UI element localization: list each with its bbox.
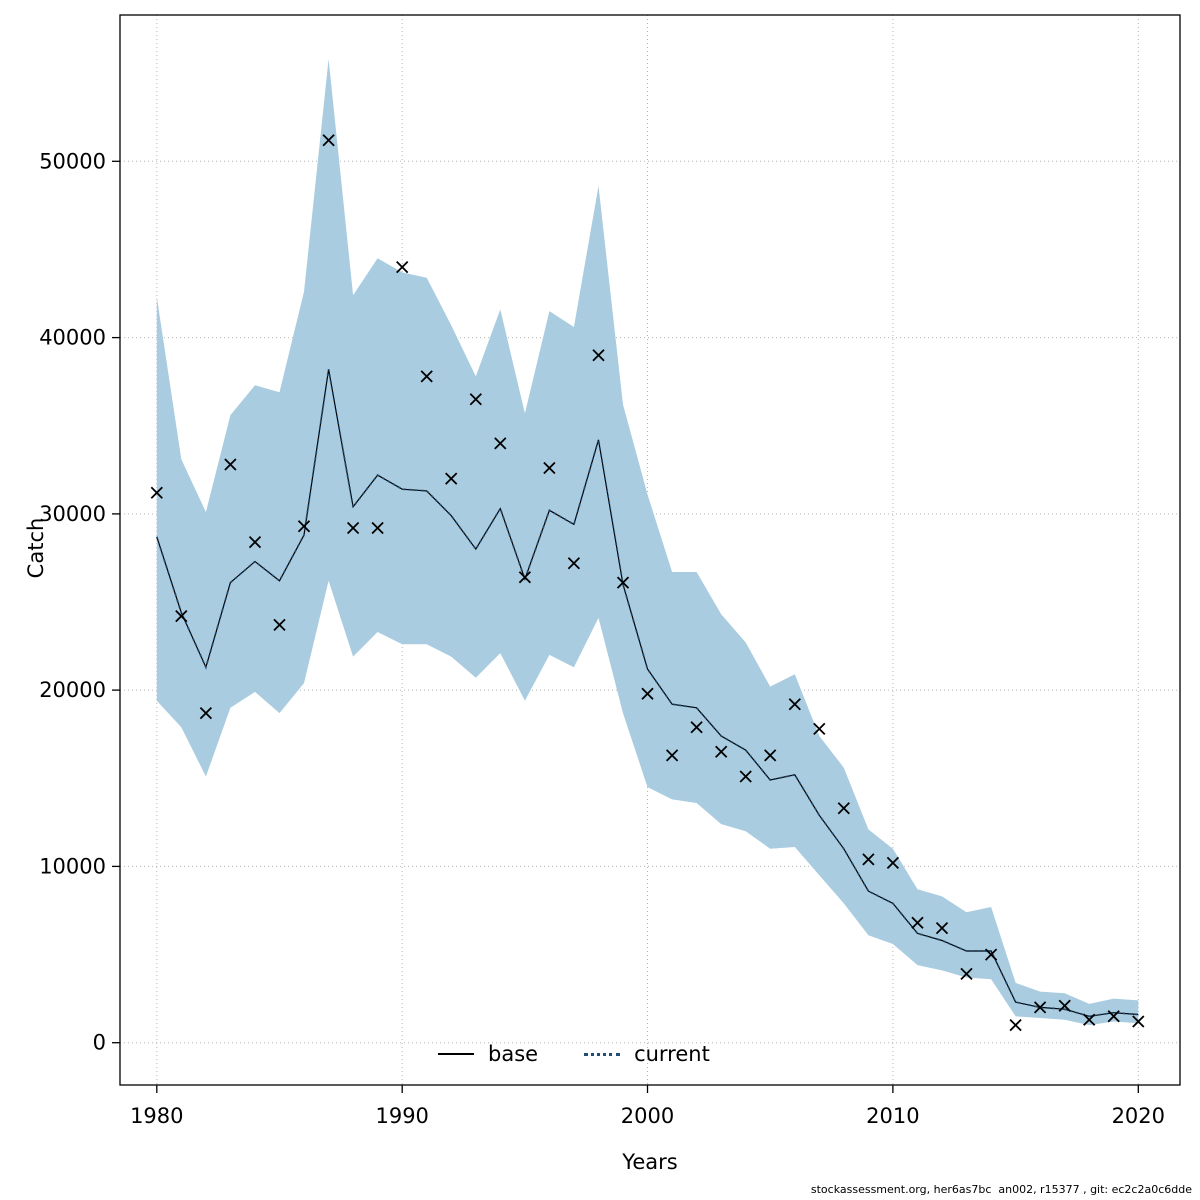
observation-x-marker [592,349,605,362]
observation-x-marker [837,802,850,815]
observation-x-marker [1132,1015,1145,1028]
legend-item-base: base [438,1042,538,1066]
observation-x-marker [1009,1018,1022,1032]
x-tick-label: 2010 [866,1104,919,1128]
observation-x-marker [641,687,654,700]
observation-x-marker [420,370,433,383]
observation-x-marker [248,535,262,549]
observation-x-marker [1033,1001,1047,1014]
confidence-band [156,59,1139,1026]
observation-x-marker [764,749,777,762]
credit-text: stockassessment.org, her6as7bc an002, r1… [810,1183,1192,1196]
observation-x-marker [1083,1013,1096,1026]
observation-x-marker [297,520,311,533]
y-tick-label: 10000 [39,854,106,878]
observation-x-marker [445,472,458,485]
observation-x-marker [273,618,286,632]
observation-x-marker [665,749,679,762]
current-line-swatch [584,1052,621,1056]
chart-legend: base current [438,1042,710,1066]
x-tick-label: 2020 [1112,1104,1165,1128]
x-tick-label: 1990 [375,1104,428,1128]
observation-x-marker [1058,999,1071,1012]
base-line [156,369,1139,1017]
base-line-swatch [438,1053,474,1055]
observation-x-marker [175,609,188,623]
observation-x-marker [1107,1010,1120,1023]
y-tick-label: 20000 [39,678,106,702]
legend-item-current: current [584,1042,710,1066]
observation-x-marker [567,557,581,570]
x-axis-title: Years [622,1150,678,1174]
observation-x-marker [715,745,728,758]
y-tick-label: 0 [93,1031,106,1055]
observation-x-marker [911,916,924,929]
observation-x-marker [469,393,482,406]
observation-x-marker [371,521,384,535]
legend-label-base: base [488,1042,539,1066]
observation-x-marker [984,948,998,961]
observation-x-marker [960,967,973,981]
observation-x-marker [199,706,213,720]
observation-x-marker [150,486,163,499]
observation-x-marker [813,722,826,736]
observation-x-marker [494,437,507,450]
observation-x-marker [886,856,900,870]
observation-x-marker [396,260,409,274]
observation-x-marker [322,134,335,147]
observation-x-marker [616,576,630,589]
y-axis-title: Catch [24,517,48,579]
observation-x-marker [862,853,875,866]
x-tick-label: 1980 [130,1104,183,1128]
observation-x-marker [224,458,237,471]
y-tick-label: 30000 [39,502,106,526]
observation-x-marker [346,521,360,535]
observation-x-marker [739,770,752,783]
y-tick-label: 50000 [39,149,106,173]
x-tick-label: 2000 [621,1104,674,1128]
observation-x-marker [935,921,949,935]
y-tick-label: 40000 [39,326,106,350]
observation-x-marker [518,571,532,584]
observation-x-marker [690,721,703,734]
observation-x-marker [543,461,556,475]
legend-label-current: current [634,1042,710,1066]
observation-x-marker [788,698,801,711]
plot-border [119,14,1181,1086]
